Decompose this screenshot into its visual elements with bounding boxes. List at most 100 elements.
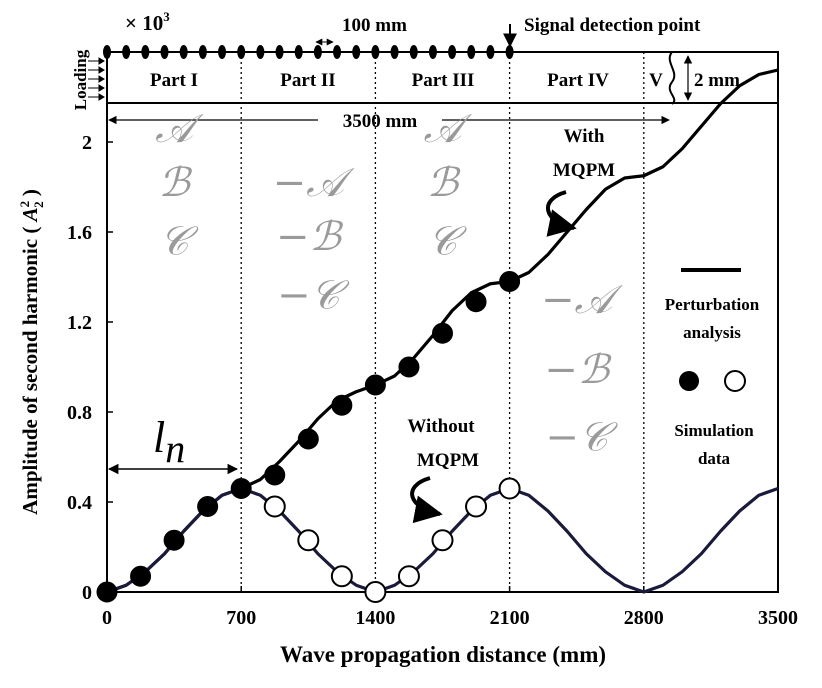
loading-dot <box>467 45 476 59</box>
open-point <box>263 495 286 518</box>
part-letter: 𝒜 <box>155 106 204 152</box>
loading-dot <box>218 45 227 59</box>
part-letter: 𝒜 <box>424 106 473 152</box>
filled-point <box>96 581 118 603</box>
annotation-without-arrow <box>410 476 443 524</box>
filled-point <box>364 374 386 396</box>
schematic-thickness-label: 2 mm <box>694 70 740 91</box>
loading-dot <box>390 45 399 59</box>
open-point <box>397 565 420 588</box>
filled-point <box>432 322 453 344</box>
schematic-spacing-label: 100 mm <box>342 15 407 36</box>
loading-dot <box>352 45 361 59</box>
open-point <box>330 565 353 588</box>
part-letter: 𝒞 <box>160 219 199 265</box>
part-letter: ℬ <box>427 160 461 206</box>
loading-dot <box>448 45 457 59</box>
loading-dot <box>160 45 169 59</box>
legend-marker-label-2: data <box>698 449 731 468</box>
x-tick-label: 0 <box>102 607 112 629</box>
annotation-without-1: Without <box>407 416 475 437</box>
loading-dot <box>141 45 150 59</box>
x-tick-label: 3500 <box>758 607 798 629</box>
loading-dot <box>103 45 111 59</box>
y-tick-label: 0 <box>82 582 92 604</box>
legend-marker-label-1: Simulation <box>674 421 754 440</box>
x-axis-label: Wave propagation distance (mm) <box>280 642 606 667</box>
open-point <box>297 529 320 552</box>
open-point <box>465 495 488 518</box>
schematic-part-1: Part I <box>150 70 198 91</box>
multiplier-label: × 103 <box>125 9 170 35</box>
loading-dot <box>428 45 437 59</box>
loading-dot <box>409 45 418 59</box>
part-letter: ℬ <box>158 160 192 206</box>
schematic-signal-label: Signal detection point <box>524 15 701 36</box>
y-tick-label: 2 <box>82 132 92 154</box>
part-letter: −𝒜 <box>541 277 624 323</box>
x-tick-label: 2100 <box>490 607 530 629</box>
legend: Perturbation analysis Simulation data <box>665 268 760 468</box>
loading-dot <box>179 45 188 59</box>
filled-point <box>499 271 521 292</box>
filled-point <box>264 464 286 486</box>
schematic: 3500 mm Part I Part II Part III Part IV … <box>71 9 778 132</box>
filled-point <box>197 496 219 517</box>
loading-dots <box>103 45 514 59</box>
annotation-without-2: MQPM <box>417 450 479 471</box>
schematic-part-3: Part III <box>412 70 475 91</box>
schematic-loading-label: Loading <box>71 49 90 110</box>
filled-point <box>331 394 353 416</box>
legend-line-label-2: analysis <box>683 323 741 342</box>
legend-open-marker <box>724 370 746 392</box>
schematic-part-2: Part II <box>280 70 335 91</box>
loading-dot <box>256 45 265 59</box>
part-letter: −𝒜 <box>273 160 356 206</box>
open-point <box>364 581 387 603</box>
x-tick-label: 700 <box>226 607 256 629</box>
filled-point <box>465 291 487 313</box>
ln-label: ln <box>153 413 185 471</box>
filled-point <box>130 565 152 587</box>
annotation-with-arrow <box>546 190 577 237</box>
open-point <box>498 477 521 500</box>
y-tick-label: 1.6 <box>67 222 92 244</box>
filled-point <box>398 356 420 378</box>
open-point <box>431 529 454 552</box>
legend-line-label-1: Perturbation <box>665 295 760 314</box>
part-letter: −𝒞 <box>277 273 350 319</box>
y-tick-label: 1.2 <box>67 312 92 334</box>
y-tick-label: 0.8 <box>67 402 92 424</box>
y-axis-label: Amplitude of second harmonic ( A22 ) <box>17 189 46 515</box>
partition-lines <box>240 52 645 592</box>
y-tick-label: 0.4 <box>67 492 92 514</box>
filled-point <box>297 428 319 450</box>
part-letter: 𝒞 <box>428 219 467 265</box>
loading-arrows <box>88 57 105 101</box>
loading-dot <box>122 45 131 59</box>
annotations: With MQPM Without MQPM ln <box>107 126 615 524</box>
series <box>96 68 779 603</box>
annotation-with-2: MQPM <box>553 160 615 181</box>
loading-dot <box>198 45 207 59</box>
schematic-length-label: 3500 mm <box>343 111 418 132</box>
schematic-part-5: V <box>649 70 663 91</box>
annotation-with-1: With <box>564 126 605 147</box>
x-tick-label: 2800 <box>624 607 664 629</box>
legend-filled-marker <box>679 371 699 391</box>
loading-dot <box>313 45 322 59</box>
loading-dot <box>333 45 342 59</box>
x-tick-label: 1400 <box>355 607 395 629</box>
part-letter: −𝒞 <box>545 414 618 460</box>
loading-dot <box>275 45 284 59</box>
filled-point <box>163 529 185 551</box>
part-letter: −ℬ <box>276 214 344 260</box>
loading-dot <box>294 45 303 59</box>
schematic-part-4: Part IV <box>547 70 609 91</box>
wavy-break-line <box>668 51 676 105</box>
part-letter: −ℬ <box>544 347 612 393</box>
axes: 0 700 1400 2100 2800 3500 0 0.4 0.8 1.2 1.6 2 <box>67 132 798 629</box>
filled-point <box>230 478 252 499</box>
